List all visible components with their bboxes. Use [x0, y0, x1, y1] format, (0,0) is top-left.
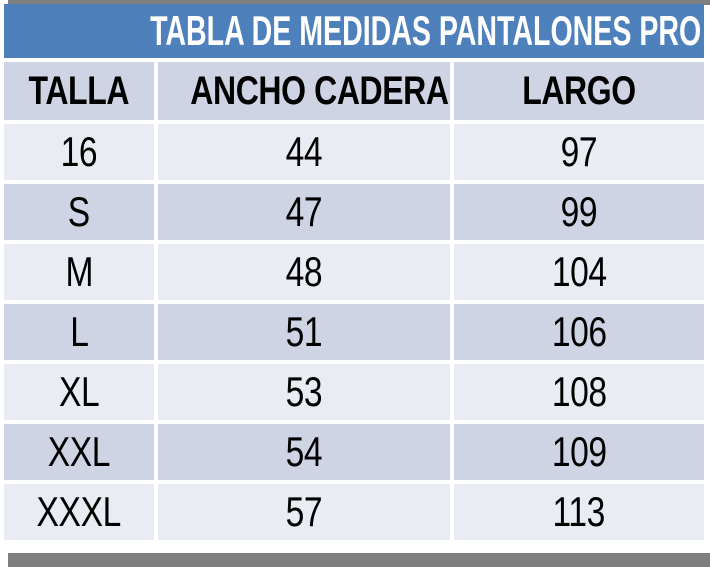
- cell-talla: XXL: [4, 424, 154, 480]
- table-header-row: TALLA ANCHO CADERA LARGO: [4, 62, 705, 120]
- length-value: 106: [551, 308, 607, 355]
- hip-width-value: 47: [285, 188, 323, 235]
- bottom-border-bar: [8, 553, 710, 567]
- hip-width-value: 44: [285, 128, 323, 175]
- top-border-bar: [8, 0, 710, 5]
- cell-talla: 16: [4, 124, 154, 180]
- table-row-s: S 47 99: [4, 184, 705, 240]
- size-value: XL: [58, 368, 100, 415]
- cell-talla: M: [4, 244, 154, 300]
- size-value: 16: [60, 128, 98, 175]
- cell-ancho-cadera: 54: [158, 424, 450, 480]
- size-chart-table: TABLA DE MEDIDAS PANTALONES PRO ONE TALL…: [4, 4, 705, 540]
- hip-width-value: 51: [285, 308, 323, 355]
- length-value: 113: [552, 488, 606, 535]
- size-value: S: [67, 188, 90, 235]
- cell-largo: 104: [454, 244, 705, 300]
- cell-ancho-cadera: 53: [158, 364, 450, 420]
- cell-largo: 106: [454, 304, 705, 360]
- cell-talla: S: [4, 184, 154, 240]
- cell-largo: 113: [454, 484, 705, 540]
- table-row-xxl: XXL 54 109: [4, 424, 705, 480]
- cell-talla: XXXL: [4, 484, 154, 540]
- col-header-talla-label: TALLA: [28, 68, 130, 113]
- col-header-largo-label: LARGO: [522, 68, 636, 113]
- cell-ancho-cadera: 48: [158, 244, 450, 300]
- length-value: 109: [551, 428, 607, 475]
- hip-width-value: 57: [285, 488, 323, 535]
- table-row-xxxl: XXXL 57 113: [4, 484, 705, 540]
- cell-talla: XL: [4, 364, 154, 420]
- cell-talla: L: [4, 304, 154, 360]
- length-value: 99: [560, 188, 598, 235]
- table-title-cell: TABLA DE MEDIDAS PANTALONES PRO ONE: [4, 4, 705, 58]
- table-row-xl: XL 53 108: [4, 364, 705, 420]
- col-header-talla: TALLA: [4, 62, 154, 120]
- cell-largo: 99: [454, 184, 705, 240]
- table-row-l: L 51 106: [4, 304, 705, 360]
- cell-largo: 109: [454, 424, 705, 480]
- cell-largo: 97: [454, 124, 705, 180]
- hip-width-value: 48: [285, 248, 323, 295]
- length-value: 104: [551, 248, 607, 295]
- cell-ancho-cadera: 44: [158, 124, 450, 180]
- col-header-ancho-cadera: ANCHO CADERA: [158, 62, 450, 120]
- hip-width-value: 54: [285, 428, 323, 475]
- col-header-largo: LARGO: [454, 62, 705, 120]
- table-row-m: M 48 104: [4, 244, 705, 300]
- table-title: TABLA DE MEDIDAS PANTALONES PRO ONE: [150, 7, 704, 54]
- size-value: XXXL: [36, 488, 122, 535]
- col-header-ancho-cadera-label: ANCHO CADERA: [190, 68, 449, 113]
- table-row-16: 16 44 97: [4, 124, 705, 180]
- cell-ancho-cadera: 57: [158, 484, 450, 540]
- table-title-row: TABLA DE MEDIDAS PANTALONES PRO ONE: [4, 4, 705, 58]
- cell-ancho-cadera: 47: [158, 184, 450, 240]
- hip-width-value: 53: [285, 368, 323, 415]
- cell-largo: 108: [454, 364, 705, 420]
- size-value: XXL: [47, 428, 111, 475]
- size-value: L: [69, 308, 89, 355]
- length-value: 97: [560, 128, 598, 175]
- length-value: 108: [551, 368, 607, 415]
- size-value: M: [65, 248, 93, 295]
- cell-ancho-cadera: 51: [158, 304, 450, 360]
